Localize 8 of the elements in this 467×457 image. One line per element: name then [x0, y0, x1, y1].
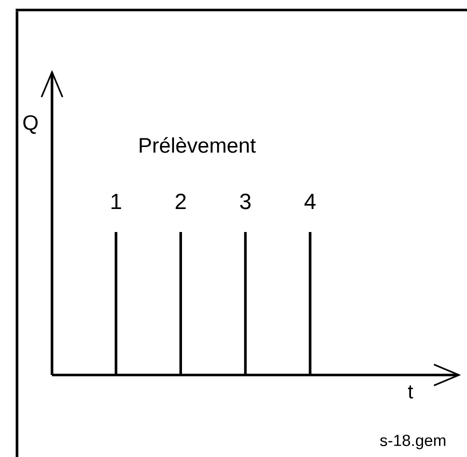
text: s-18.gem: [380, 434, 446, 450]
x-axis-title: t: [408, 385, 414, 399]
x-tick-label: 2: [176, 194, 186, 209]
y-axis-title: Q: [23, 115, 38, 134]
x-tick-label: 4: [304, 194, 316, 209]
x-tick-label: 1: [112, 194, 122, 209]
x-tick-label: 3: [240, 194, 251, 210]
text: Prélèvement: [140, 137, 256, 153]
